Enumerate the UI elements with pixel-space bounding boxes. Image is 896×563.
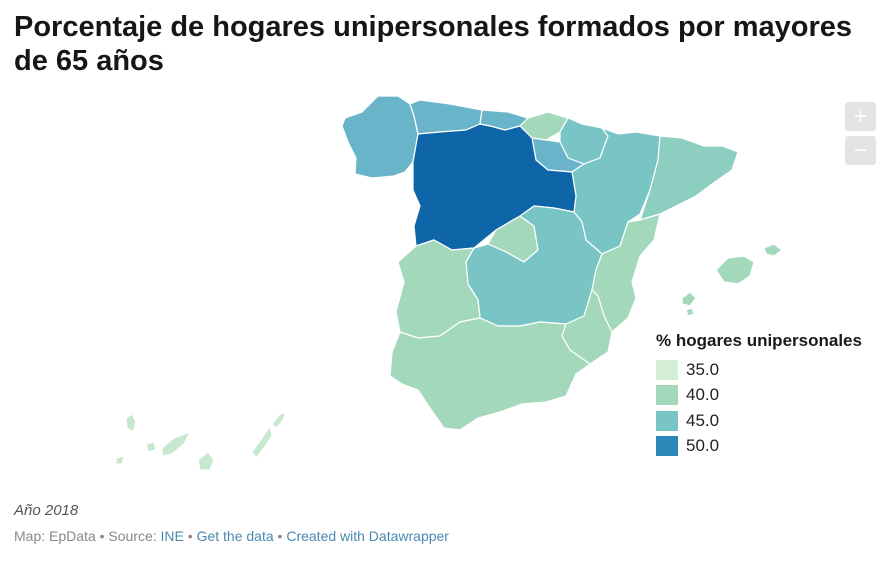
region-canarias-la-gomera[interactable]: [145, 441, 157, 453]
legend-item: 35.0: [656, 357, 862, 383]
footer: Map: EpData • Source: INE • Get the data…: [14, 528, 449, 544]
zoom-in-button[interactable]: +: [845, 102, 876, 131]
page-title: Porcentaje de hogares unipersonales form…: [14, 11, 853, 77]
year-note: Año 2018: [14, 502, 79, 519]
region-canarias-lanzarote[interactable]: [271, 411, 287, 429]
legend-label: 50.0: [686, 436, 720, 456]
legend-item: 45.0: [656, 408, 862, 434]
footer-map-credit: Map: EpData: [14, 528, 96, 544]
region-baleares-menorca[interactable]: [763, 243, 783, 257]
get-the-data-link[interactable]: Get the data: [196, 528, 274, 544]
legend-label: 40.0: [686, 385, 720, 405]
footer-source-link[interactable]: INE: [160, 528, 184, 544]
footer-separator: •: [95, 528, 109, 544]
footer-separator: •: [273, 528, 287, 544]
region-canarias-fuerteventura[interactable]: [251, 425, 273, 459]
region-canarias-la-palma[interactable]: [125, 413, 137, 433]
region-baleares-mallorca[interactable]: [715, 255, 755, 285]
legend-item: 40.0: [656, 383, 862, 409]
region-baleares-ibiza[interactable]: [681, 291, 697, 307]
legend: % hogares unipersonales 35.0 40.0 45.0 5…: [656, 331, 862, 459]
legend-swatch: [656, 436, 678, 457]
map-area[interactable]: [0, 80, 896, 490]
footer-source-label: Source:: [108, 528, 161, 544]
legend-swatch: [656, 359, 678, 380]
region-galicia[interactable]: [341, 95, 419, 179]
region-valencia[interactable]: [591, 213, 661, 333]
legend-label: 45.0: [686, 410, 720, 430]
legend-title: % hogares unipersonales: [656, 331, 862, 350]
spain-map[interactable]: [0, 80, 896, 490]
region-canarias-el-hierro[interactable]: [115, 455, 125, 465]
zoom-out-button[interactable]: −: [845, 136, 876, 165]
created-with-datawrapper-link[interactable]: Created with Datawrapper: [286, 528, 449, 544]
legend-swatch: [656, 410, 678, 431]
footer-separator: •: [183, 528, 197, 544]
legend-swatch: [656, 385, 678, 406]
region-canarias-tenerife[interactable]: [161, 431, 191, 457]
region-cataluna[interactable]: [639, 135, 739, 221]
legend-label: 35.0: [686, 359, 720, 379]
region-baleares-formentera[interactable]: [685, 307, 695, 317]
region-andalucia[interactable]: [389, 317, 591, 431]
region-canarias-gran-canaria[interactable]: [197, 451, 215, 471]
legend-item: 50.0: [656, 434, 862, 460]
